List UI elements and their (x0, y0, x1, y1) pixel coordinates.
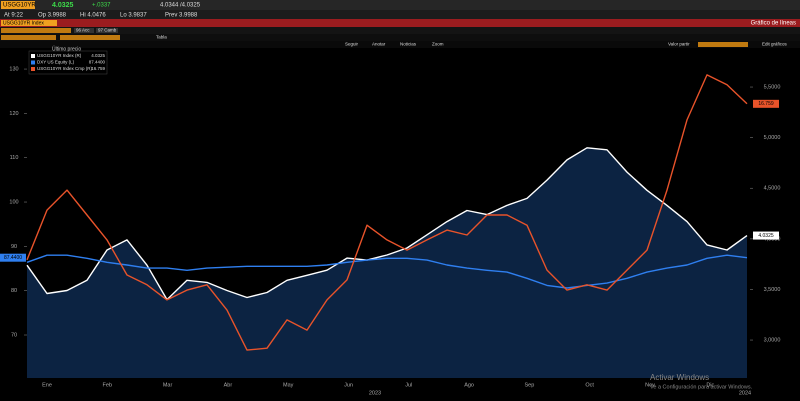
range-bar (0, 34, 800, 41)
view-name: Gráfico de líneas (751, 21, 796, 27)
tool[interactable]: Valor partir (668, 42, 690, 47)
x-tick-label: Ago (464, 382, 474, 388)
x-tick-label: May (283, 382, 294, 388)
x-tick-label: Ene (42, 382, 52, 388)
x-tick-label: Jun (344, 382, 353, 388)
year-label: 2023 (369, 390, 381, 396)
y-tick-label: 90 (11, 244, 17, 250)
tool[interactable]: Noticias (400, 42, 417, 47)
button[interactable] (74, 28, 94, 33)
y-tick-label: 120 (9, 111, 18, 117)
watermark-title: Activar Windows (650, 373, 709, 382)
end-label-box (753, 99, 779, 108)
y-tick-label: 100 (9, 199, 18, 205)
change: +.0337 (92, 3, 111, 9)
tool[interactable]: Edit gráficos (762, 42, 788, 47)
title-bar (0, 19, 800, 27)
legend-name: DXY US Equity (L) (37, 60, 75, 65)
series-line (26, 147, 748, 301)
x-tick-label: Dic (706, 382, 714, 388)
legend-swatch (31, 60, 35, 65)
legend-swatch (31, 67, 35, 71)
security-box[interactable] (1, 20, 57, 26)
legend-value: 87.4400 (89, 60, 106, 65)
y2-tick-label: 5,0000 (764, 135, 781, 141)
series-line (26, 254, 748, 289)
end-label-box (0, 253, 26, 262)
end-label: 4.0325 (758, 233, 774, 239)
x-tick-label: Mar (163, 382, 173, 388)
low: Lo 3.9837 (120, 13, 147, 19)
watermark-text: Ve a Configuración para activar Windows. (650, 384, 753, 390)
security: USGG10YR Index (3, 20, 44, 26)
x-tick-label: Abr (224, 382, 233, 388)
x-tick-label: Oct (585, 382, 594, 388)
toolbar-item: 96 Acc (76, 28, 90, 33)
legend-name: USGG10YR Index Cmp (R) (37, 66, 93, 71)
legend-name: USGG10YR Index (R) (37, 53, 82, 58)
legend-box (28, 50, 108, 75)
end-label-box (753, 231, 779, 240)
button[interactable] (96, 28, 118, 33)
series-line (26, 74, 748, 351)
prev: Prev 3.9988 (165, 13, 198, 19)
table-button[interactable]: Tabla (156, 35, 167, 40)
end-label: 16.759 (758, 101, 774, 107)
toolbar (0, 27, 800, 34)
tool[interactable]: Seguir (345, 42, 359, 47)
period[interactable] (60, 35, 120, 40)
x-tick-label: Sep (525, 382, 535, 388)
dropdown[interactable] (698, 42, 748, 47)
legend-swatch (31, 54, 35, 58)
date-range[interactable] (1, 35, 56, 40)
y-tick-label: 80 (11, 288, 17, 294)
x-tick-label: Nov (645, 382, 655, 388)
dropdown[interactable] (1, 28, 71, 33)
year-label: 2024 (739, 390, 751, 396)
tool[interactable]: Anotar (372, 42, 386, 47)
area (27, 147, 747, 378)
x-tick-label: Jul (405, 382, 412, 388)
x-tick-label: Feb (103, 382, 112, 388)
plot: 7080901001101201303,00003,50004,00004,50… (0, 45, 780, 396)
time: At 9:22 (4, 13, 24, 19)
tools-bar (0, 41, 800, 48)
bid-ask: 4.0344 /4.0325 (160, 3, 201, 9)
stats-bar (0, 10, 800, 19)
high: Hi 4.0476 (80, 13, 106, 19)
ticker-box[interactable] (1, 1, 35, 9)
y2-tick-label: 5,5000 (764, 84, 781, 90)
open: Op 3.9988 (38, 13, 67, 19)
legend-value: 16.759 (91, 66, 105, 71)
quote-bar (0, 0, 800, 10)
ticker: USGG10YR (3, 3, 36, 9)
tool[interactable]: Zoom (432, 42, 444, 47)
y-tick-label: 70 (11, 332, 17, 338)
legend-value: 4.0325 (91, 53, 105, 58)
y2-tick-label: 4,5000 (764, 186, 781, 192)
y2-tick-label: 3,5000 (764, 287, 781, 293)
legend-title: Último precio (52, 45, 81, 52)
y2-tick-label: 3,0000 (764, 338, 781, 344)
end-label: 87.4400 (4, 255, 22, 261)
toolbar-item: 97 Camb (98, 28, 117, 33)
y-tick-label: 130 (9, 67, 18, 73)
y-tick-label: 110 (10, 155, 19, 161)
last-price: 4.0325 (52, 2, 74, 9)
